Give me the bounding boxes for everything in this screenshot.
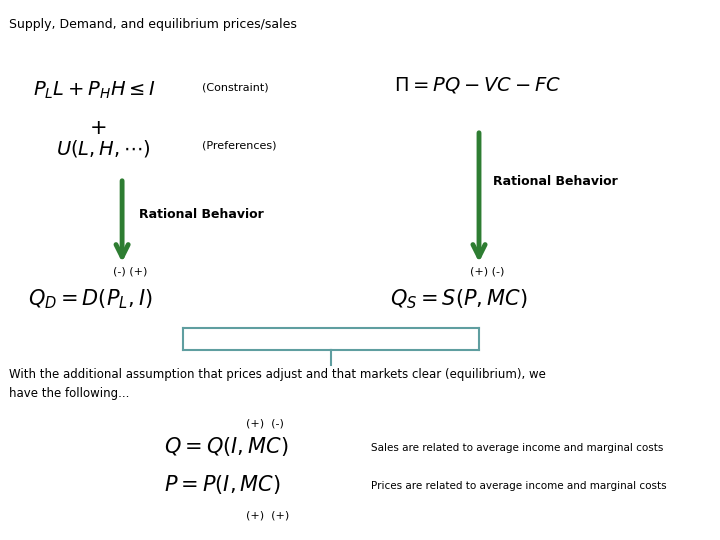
Text: $P = P(I, MC)$: $P = P(I, MC)$ [164, 473, 281, 496]
Text: Supply, Demand, and equilibrium prices/sales: Supply, Demand, and equilibrium prices/s… [9, 18, 297, 31]
Text: $Q_S = S(P, MC)$: $Q_S = S(P, MC)$ [390, 287, 527, 310]
Text: $+$: $+$ [89, 118, 107, 138]
Text: $\Pi = PQ - VC - FC$: $\Pi = PQ - VC - FC$ [395, 75, 562, 95]
Text: (+) (-): (+) (-) [469, 267, 504, 277]
Text: Rational Behavior: Rational Behavior [139, 208, 264, 221]
Text: (Preferences): (Preferences) [202, 140, 276, 150]
Text: Sales are related to average income and marginal costs: Sales are related to average income and … [371, 443, 663, 453]
Text: With the additional assumption that prices adjust and that markets clear (equili: With the additional assumption that pric… [9, 368, 546, 400]
Text: (Constraint): (Constraint) [202, 82, 269, 92]
Text: $P_L L + P_H H \leq I$: $P_L L + P_H H \leq I$ [33, 80, 156, 102]
Text: (+)  (-): (+) (-) [246, 418, 284, 428]
Text: Rational Behavior: Rational Behavior [493, 175, 618, 188]
Text: Prices are related to average income and marginal costs: Prices are related to average income and… [371, 481, 667, 491]
Text: (-) (+): (-) (+) [113, 267, 147, 277]
Text: $U(L, H, \cdots)$: $U(L, H, \cdots)$ [56, 138, 151, 159]
Text: (+)  (+): (+) (+) [246, 510, 289, 520]
Text: $Q_D = D(P_L, I)$: $Q_D = D(P_L, I)$ [28, 287, 153, 310]
Text: $Q = Q(I, MC)$: $Q = Q(I, MC)$ [164, 435, 289, 458]
